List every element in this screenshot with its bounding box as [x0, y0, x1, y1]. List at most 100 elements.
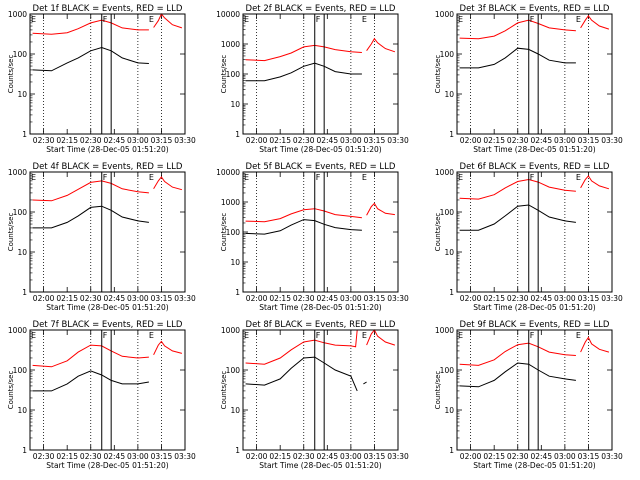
x-tick-label: 02:30: [293, 294, 315, 303]
x-tick-label: 02:00: [246, 136, 268, 145]
x-tick-label: 03:00: [554, 136, 576, 145]
x-tick-label: 03:15: [578, 136, 600, 145]
y-tick-label: 1: [449, 288, 454, 297]
y-tick-label: 1: [235, 130, 240, 139]
region-label: E: [458, 331, 463, 340]
y-tick-label: 100: [226, 228, 241, 237]
region-label: E: [244, 15, 249, 24]
region-label: E: [244, 331, 249, 340]
x-tick-label: 02:15: [483, 136, 505, 145]
y-axis-label: Counts/sec: [220, 55, 228, 94]
plot-frame: [456, 329, 613, 451]
region-label: F: [103, 15, 108, 24]
x-tick-label: 03:30: [174, 452, 196, 461]
region-label: E: [458, 173, 463, 182]
y-tick-label: 10: [17, 90, 27, 99]
x-axis-label: Start Time (28-Dec-05 01:51:20): [46, 145, 168, 154]
x-tick-label: 02:15: [56, 452, 78, 461]
series-line-lld: [459, 14, 610, 40]
y-tick-label: 100: [13, 208, 28, 217]
x-tick-label: 02:30: [507, 136, 529, 145]
region-label: F: [103, 173, 108, 182]
region-label: F: [316, 173, 321, 182]
region-label: F: [530, 173, 535, 182]
y-tick-label: 1: [22, 288, 27, 297]
x-tick-label: 03:00: [554, 452, 576, 461]
plot-frame: [242, 171, 399, 293]
plot-frame: [242, 13, 399, 135]
x-tick-label: 02:30: [33, 136, 55, 145]
x-axis-label: Start Time (28-Dec-05 01:51:20): [259, 303, 381, 312]
region-label: E: [576, 331, 581, 340]
panel-title: Det 6f BLACK = Events, RED = LLD: [460, 162, 610, 172]
series-line-events: [245, 356, 367, 392]
panel-title: Det 2f BLACK = Events, RED = LLD: [246, 4, 396, 14]
panel-det-3: Det 3f BLACK = Events, RED = LLD 1 10 100 10…: [434, 4, 623, 154]
y-tick-label: 1: [235, 288, 240, 297]
x-tick-label: 03:30: [387, 294, 409, 303]
x-tick-label: 02:00: [460, 136, 482, 145]
x-tick-label: 02:45: [316, 294, 338, 303]
region-label: E: [362, 15, 367, 24]
series-line-events: [459, 204, 576, 231]
plot-frame: [456, 171, 613, 293]
x-tick-label: 03:15: [578, 294, 600, 303]
panel-det-6: Det 6f BLACK = Events, RED = LLD 1 10 100 10…: [434, 162, 623, 312]
y-tick-label: 1: [235, 446, 240, 455]
plot-frame: [456, 13, 613, 135]
x-tick-label: 03:30: [601, 136, 623, 145]
region-label: E: [31, 173, 36, 182]
region-label: E: [149, 173, 154, 182]
series-line-events: [32, 46, 149, 72]
y-tick-label: 10: [230, 406, 240, 415]
x-tick-label: 02:15: [269, 136, 291, 145]
x-tick-label: 02:00: [33, 294, 55, 303]
plot-frame: [242, 329, 399, 451]
y-tick-label: 1: [449, 446, 454, 455]
panel-title: Det 4f BLACK = Events, RED = LLD: [33, 162, 183, 172]
panel-det-7: Det 7f BLACK = Events, RED = LLD 1 10 100 10…: [7, 320, 196, 470]
x-tick-label: 02:45: [530, 136, 552, 145]
series-line-events: [245, 62, 362, 82]
x-tick-label: 02:30: [80, 294, 102, 303]
series-line-events: [32, 205, 149, 229]
x-tick-label: 03:30: [387, 452, 409, 461]
x-axis-label: Start Time (28-Dec-05 01:51:20): [259, 461, 381, 470]
x-tick-label: 02:00: [246, 294, 268, 303]
y-tick-label: 100: [440, 208, 455, 217]
series-line-lld: [32, 13, 183, 35]
series-line-events: [32, 370, 149, 392]
x-tick-label: 02:45: [103, 294, 125, 303]
x-axis-label: Start Time (28-Dec-05 01:51:20): [259, 145, 381, 154]
x-tick-label: 02:30: [293, 452, 315, 461]
x-tick-label: 02:30: [507, 294, 529, 303]
panel-title: Det 1f BLACK = Events, RED = LLD: [33, 4, 183, 14]
region-label: E: [31, 15, 36, 24]
x-tick-label: 02:30: [33, 452, 55, 461]
region-label: F: [103, 331, 108, 340]
x-tick-label: 02:15: [269, 452, 291, 461]
panel-det-2: Det 2f BLACK = Events, RED = LLD 1 10 100 10…: [216, 4, 409, 154]
region-label: E: [576, 173, 581, 182]
series-line-lld: [245, 202, 395, 223]
region-label: E: [244, 173, 249, 182]
x-tick-label: 03:30: [387, 136, 409, 145]
x-tick-label: 02:45: [103, 136, 125, 145]
y-axis-label: Counts/sec: [220, 213, 228, 252]
x-tick-label: 03:15: [364, 136, 386, 145]
series-line-events: [245, 219, 362, 235]
panel-det-5: Det 5f BLACK = Events, RED = LLD 1 10 100 10…: [216, 162, 409, 312]
series-line-lld: [32, 176, 183, 202]
x-tick-label: 03:00: [340, 294, 362, 303]
x-axis-label: Start Time (28-Dec-05 01:51:20): [473, 461, 595, 470]
y-tick-label: 1: [22, 130, 27, 139]
y-tick-label: 10000: [216, 168, 240, 177]
y-tick-label: 10: [444, 406, 454, 415]
region-label: F: [530, 331, 535, 340]
y-tick-label: 100: [13, 366, 28, 375]
y-axis-label: Counts/sec: [434, 371, 442, 410]
x-tick-label: 03:15: [364, 294, 386, 303]
x-tick-label: 03:00: [340, 136, 362, 145]
x-axis-label: Start Time (28-Dec-05 01:51:20): [46, 461, 168, 470]
x-tick-label: 02:00: [460, 294, 482, 303]
